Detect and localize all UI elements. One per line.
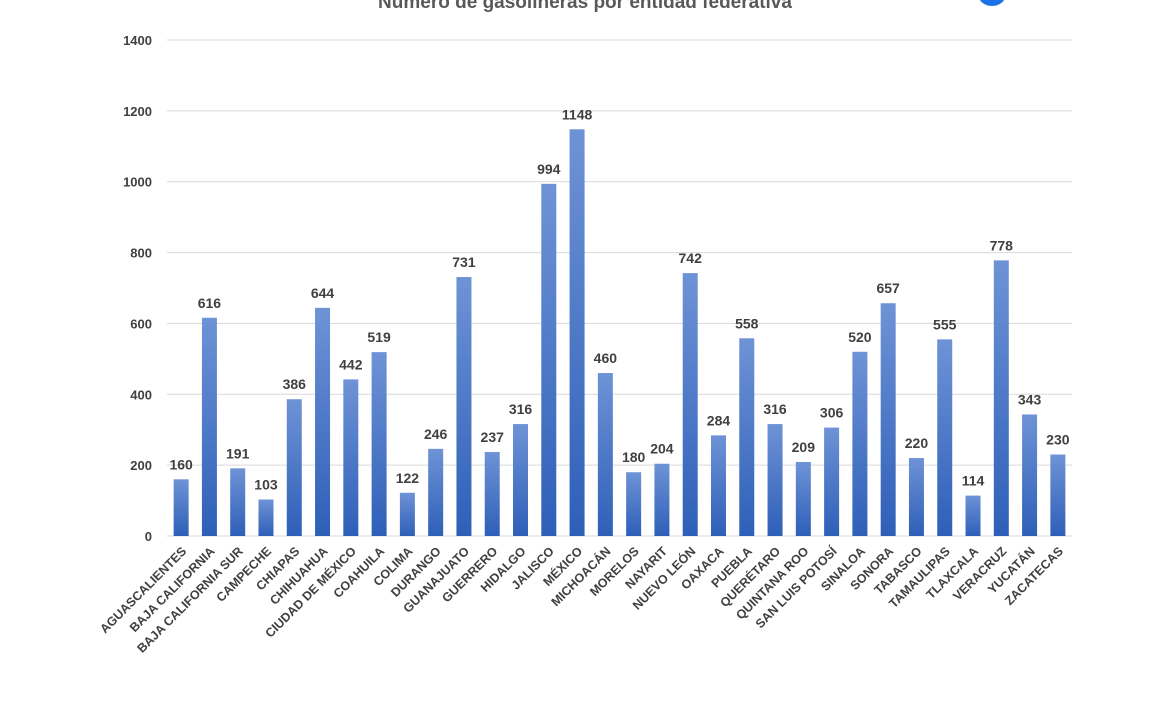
data-label: 519 <box>367 329 391 345</box>
data-label: 316 <box>509 401 533 417</box>
data-label: 103 <box>254 477 278 493</box>
bar <box>767 424 783 536</box>
data-label: 204 <box>650 441 674 457</box>
bar <box>371 352 387 536</box>
data-label: 209 <box>792 439 816 455</box>
data-label: 657 <box>876 280 900 296</box>
data-labels: 1606161911033866444425191222467312373169… <box>169 106 1069 492</box>
bar <box>626 472 642 536</box>
bar <box>795 461 811 536</box>
data-label: 284 <box>707 412 731 428</box>
y-tick-label: 400 <box>130 387 152 402</box>
bar <box>908 458 924 536</box>
y-tick-label: 600 <box>130 316 152 331</box>
data-label: 237 <box>481 429 505 445</box>
bar <box>343 379 359 536</box>
bar <box>399 492 415 536</box>
data-label: 230 <box>1046 432 1070 448</box>
bar <box>569 129 585 536</box>
bar <box>513 424 529 536</box>
bar <box>654 463 670 536</box>
data-label: 246 <box>424 426 448 442</box>
data-label: 442 <box>339 356 363 372</box>
y-tick-label: 1000 <box>123 175 152 190</box>
y-tick-label: 800 <box>130 246 152 261</box>
notification-dot <box>978 0 1006 6</box>
bar <box>710 435 726 536</box>
bar <box>937 339 953 536</box>
y-tick-label: 1200 <box>123 104 152 119</box>
data-label: 460 <box>594 350 618 366</box>
data-label: 644 <box>311 285 335 301</box>
bar <box>1022 414 1038 536</box>
bar <box>201 317 217 536</box>
bar <box>682 273 698 536</box>
bar <box>484 452 500 536</box>
data-label: 555 <box>933 316 957 332</box>
bar <box>428 448 444 536</box>
data-label: 778 <box>990 237 1014 253</box>
data-label: 180 <box>622 449 646 465</box>
data-label: 520 <box>848 329 872 345</box>
data-label: 558 <box>735 315 759 331</box>
bar <box>230 468 246 536</box>
data-label: 306 <box>820 405 844 421</box>
data-label: 114 <box>962 473 985 489</box>
bar <box>993 260 1009 536</box>
bar <box>965 495 981 536</box>
data-label: 122 <box>396 470 420 486</box>
bars <box>173 129 1066 536</box>
bar <box>173 479 189 536</box>
y-tick-label: 1400 <box>123 33 152 48</box>
bar <box>456 277 472 536</box>
y-axis-ticks: 0 200 400 600 800 1000 1200 1400 <box>123 33 152 544</box>
bar <box>880 303 896 536</box>
bar <box>258 499 274 536</box>
data-label: 160 <box>169 456 193 472</box>
gridlines <box>167 39 1072 537</box>
bar <box>852 351 868 536</box>
bar <box>824 427 840 536</box>
data-label: 1148 <box>562 106 593 122</box>
data-label: 220 <box>905 435 929 451</box>
bar <box>1050 454 1066 536</box>
bar <box>286 399 302 536</box>
data-label: 191 <box>226 445 250 461</box>
bar <box>315 307 331 536</box>
chart-title: Número de gasolineras por entidad federa… <box>378 0 792 13</box>
y-tick-label: 0 <box>145 529 152 544</box>
data-label: 616 <box>198 295 222 311</box>
data-label: 316 <box>763 401 787 417</box>
bar <box>541 183 557 536</box>
bar <box>739 338 755 536</box>
bar <box>597 373 613 536</box>
data-label: 386 <box>283 376 307 392</box>
data-label: 994 <box>537 161 561 177</box>
y-tick-label: 200 <box>130 458 152 473</box>
data-label: 343 <box>1018 391 1042 407</box>
data-label: 742 <box>679 250 703 266</box>
data-label: 731 <box>452 254 476 270</box>
